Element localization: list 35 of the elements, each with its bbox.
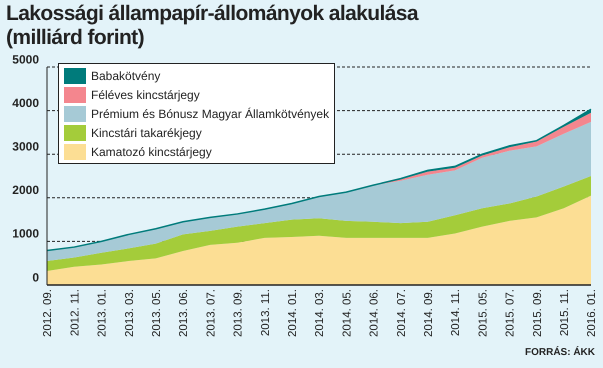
x-tick-label: 2015. 09.	[532, 289, 544, 337]
x-tick-label: 2013. 05.	[150, 289, 163, 337]
x-tick-label: 2014. 03.	[314, 289, 326, 337]
y-tick-label: 3000	[12, 139, 40, 154]
chart-subtitle: (milliárd forint)	[6, 26, 145, 50]
x-tick-label: 2014. 05.	[341, 289, 354, 337]
legend-label: Babakötvény	[91, 68, 160, 82]
legend-label: Féléves kincstárjegy	[91, 88, 200, 102]
y-tick-label: 2000	[12, 183, 40, 198]
y-tick-label: 5000	[12, 52, 40, 66]
x-tick-label: 2016. 01.	[586, 289, 598, 337]
x-tick-label: 2014. 01.	[286, 289, 299, 337]
x-tick-label: 2013. 01.	[96, 289, 109, 337]
x-tick-label: 2015. 11.	[558, 289, 571, 336]
x-tick-label: 2014. 07.	[396, 289, 408, 337]
legend-label: Prémium és Bónusz Magyar Államkötvények	[91, 106, 330, 120]
x-tick-label: 2015. 05.	[477, 289, 490, 337]
x-tick-label: 2013. 03.	[124, 289, 136, 337]
x-tick-label: 2013. 07.	[205, 289, 218, 337]
legend-label: Kamatozó kincstárjegy	[91, 144, 212, 158]
text: FORRÁS: ÁKK	[525, 347, 595, 358]
x-tick-label: 2013. 09.	[232, 289, 245, 337]
legend-label: Kincstári takarékjegy	[91, 126, 202, 140]
y-tick-label: 0	[32, 270, 40, 284]
y-tick-label: 1000	[12, 226, 40, 241]
chart-title: Lakossági állampapír-állományok alakulása	[6, 2, 418, 26]
x-tick-label: 2014. 09.	[422, 289, 435, 337]
x-tick-label: 2013. 06.	[178, 289, 190, 337]
x-tick-label: 2012. 09.	[42, 289, 54, 337]
x-tick-label: 2012. 11.	[69, 289, 82, 336]
x-tick-label: 2013. 11.	[260, 289, 272, 336]
x-tick-label: 2014. 11.	[450, 289, 462, 336]
x-tick-label: 2015. 07.	[504, 289, 517, 337]
x-tick-label: 2014. 06.	[368, 289, 381, 337]
y-tick-label: 4000	[12, 96, 40, 110]
